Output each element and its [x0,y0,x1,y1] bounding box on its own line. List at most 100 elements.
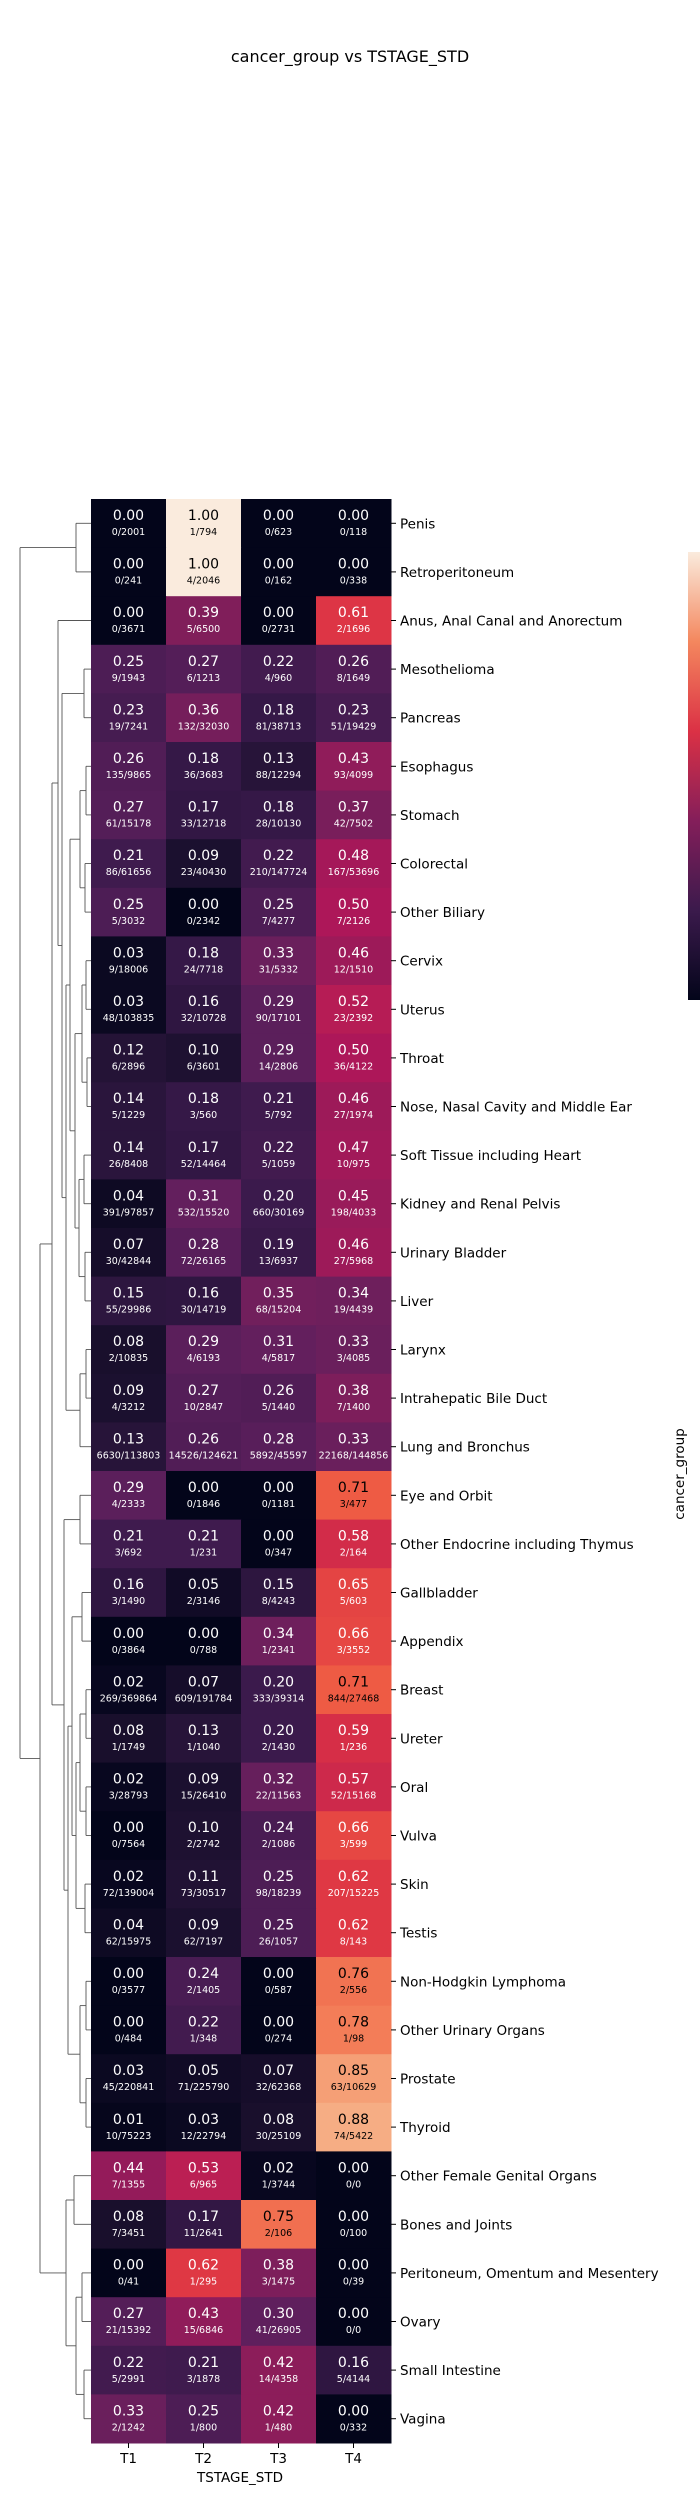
heatmap-cell [316,2345,392,2395]
heatmap-cell [241,1811,317,1861]
cell-value-label: 0.25 [113,897,144,913]
heatmap-cell [316,1276,392,1326]
cell-count-label: 93/4099 [334,770,373,781]
cell-count-label: 23/40430 [181,867,227,878]
cell-value-label: 0.22 [263,654,294,670]
cell-count-label: 28/10130 [256,819,302,830]
cell-count-label: 2/556 [340,1985,367,1996]
row-label: Larynx [400,1343,446,1359]
cell-value-label: 0.22 [113,2355,144,2371]
cell-value-label: 0.37 [338,800,369,816]
cell-count-label: 98/18239 [256,1888,302,1899]
cell-value-label: 0.19 [263,1237,294,1253]
cell-value-label: 0.33 [113,2403,144,2419]
cell-value-label: 0.18 [188,1091,219,1107]
cell-count-label: 74/5422 [334,2131,373,2142]
cell-count-label: 0/0 [346,2325,361,2336]
heatmap-cell [91,1568,167,1618]
heatmap-cell [91,1325,167,1375]
cell-count-label: 3/560 [190,1110,217,1121]
row-label: Ureter [400,1731,443,1747]
cell-count-label: 2/1242 [112,2422,145,2433]
cell-count-label: 36/3683 [184,770,223,781]
cell-count-label: 2/3146 [187,1596,220,1607]
cell-value-label: 0.26 [188,1431,219,1447]
row-label: Anus, Anal Canal and Anorectum [400,614,622,630]
cell-count-label: 5/4144 [337,2374,370,2385]
heatmap-cell [241,499,317,549]
cell-value-label: 0.25 [263,897,294,913]
cell-value-label: 0.75 [263,2209,294,2225]
cell-value-label: 0.00 [113,1626,144,1642]
cell-count-label: 0/7564 [112,1839,145,1850]
heatmap-cell [91,1471,167,1521]
cell-count-label: 532/15520 [178,1207,230,1218]
heatmap-cell [316,1616,392,1666]
heatmap-cell [316,2200,392,2250]
heatmap-cell [316,887,392,937]
row-label: Colorectal [400,857,468,873]
heatmap-cell [316,499,392,549]
heatmap-cell [316,985,392,1035]
cell-value-label: 0.03 [113,994,144,1010]
cell-value-label: 0.71 [338,1480,369,1496]
row-label: Penis [400,516,435,532]
heatmap-cell [166,1908,242,1958]
heatmap-cell [91,2005,167,2055]
cell-value-label: 0.00 [113,1966,144,1982]
heatmap-cell [241,1908,317,1958]
heatmap-cell [241,2248,317,2298]
cell-count-label: 90/17101 [256,1013,302,1024]
heatmap-cell [316,1373,392,1423]
chart-title: cancer_group vs TSTAGE_STD [231,47,469,67]
cell-count-label: 3/4085 [337,1353,370,1364]
cell-count-label: 24/7718 [184,964,223,975]
cell-count-label: 19/4439 [334,1305,373,1316]
heatmap-cell [91,2200,167,2250]
cell-count-label: 72/26165 [181,1256,227,1267]
cell-value-label: 1.00 [188,557,219,573]
cell-count-label: 1/1040 [187,1742,220,1753]
cell-value-label: 0.09 [188,1917,219,1933]
heatmap-cell [241,547,317,597]
cell-count-label: 36/4122 [334,1062,373,1073]
cell-count-label: 27/5968 [334,1256,373,1267]
row-label: Intrahepatic Bile Duct [400,1391,547,1407]
cell-value-label: 0.08 [113,1723,144,1739]
cell-count-label: 8/143 [340,1936,367,1947]
cell-value-label: 0.00 [113,2258,144,2274]
heatmap-cell [166,1519,242,1569]
cell-value-label: 0.22 [263,848,294,864]
cell-value-label: 0.65 [338,1577,369,1593]
cell-value-label: 0.50 [338,897,369,913]
cell-value-label: 0.03 [113,945,144,961]
cell-value-label: 0.26 [113,751,144,767]
cell-value-label: 0.23 [338,702,369,718]
cell-value-label: 0.25 [263,1869,294,1885]
cell-count-label: 0/788 [190,1645,217,1656]
cell-count-label: 23/2392 [334,1013,373,1024]
cell-value-label: 0.62 [188,2258,219,2274]
cell-value-label: 0.17 [188,2209,219,2225]
row-label: Small Intestine [400,2363,501,2379]
heatmap-cell [316,693,392,743]
heatmap-cell [166,2200,242,2250]
cell-value-label: 0.00 [263,508,294,524]
heatmap-cell [91,1957,167,2007]
heatmap-cell [241,1373,317,1423]
row-label: Lung and Bronchus [400,1440,530,1456]
cell-value-label: 0.46 [338,1237,369,1253]
heatmap-cell [91,499,167,549]
cell-count-label: 12/1510 [334,964,373,975]
cell-count-label: 844/27468 [328,1693,380,1704]
cell-count-label: 5/6500 [187,624,220,635]
row-label: Other Biliary [400,905,485,921]
heatmap-cell [91,1519,167,1569]
cell-count-label: 61/15178 [106,819,152,830]
heatmap-cell [241,936,317,986]
cell-count-label: 5/792 [265,1110,292,1121]
cell-count-label: 4/5817 [262,1353,295,1364]
cell-value-label: 0.16 [188,1286,219,1302]
cell-count-label: 10/2847 [184,1402,223,1413]
cell-count-label: 0/347 [265,1548,292,1559]
